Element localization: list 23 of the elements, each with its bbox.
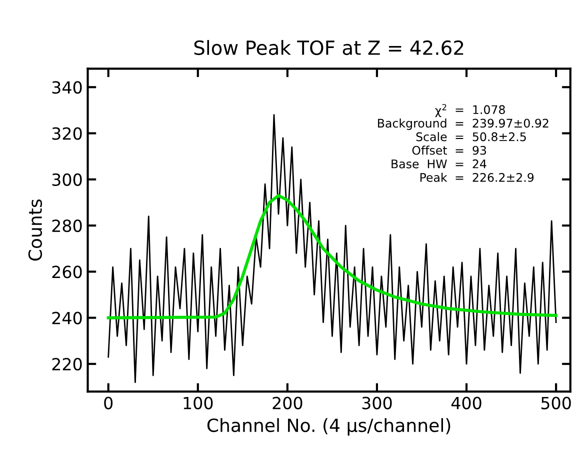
y-axis-title: Counts [28, 200, 42, 261]
y-tick-label: 260 [52, 266, 82, 278]
x-tick-label: 300 [362, 396, 392, 410]
annotation: Scale = 50.8±2.5 [416, 132, 526, 142]
chart-title: Slow Peak TOF at Z = 42.62 [194, 40, 464, 56]
x-tick-label: 200 [272, 396, 302, 410]
x-tick-label: 400 [451, 396, 482, 410]
annotation: χ$^{2}$ = 1.078 [435, 104, 505, 118]
y-tick-label: 340 [52, 81, 82, 94]
y-tick-label: 300 [52, 173, 82, 186]
y-tick-label: 240 [52, 312, 82, 324]
x-tick-label: 500 [541, 396, 571, 410]
y-tick-label: 280 [52, 219, 82, 232]
line-series [106, 194, 558, 320]
annotation: Offset = 93 [412, 146, 486, 155]
x-axis-title: Channel No. (4 μs/channel) [207, 418, 450, 436]
x-tick-label: 0 [104, 396, 113, 410]
y-tick-label: 320 [52, 127, 82, 140]
annotation: Base HW = 24 [392, 159, 486, 168]
annotation: Background = 239.97±0.92 [378, 118, 548, 130]
x-tick-label: 100 [184, 396, 213, 410]
annotation: Peak = 226.2±2.9 [420, 172, 534, 182]
y-tick-label: 220 [52, 358, 82, 370]
